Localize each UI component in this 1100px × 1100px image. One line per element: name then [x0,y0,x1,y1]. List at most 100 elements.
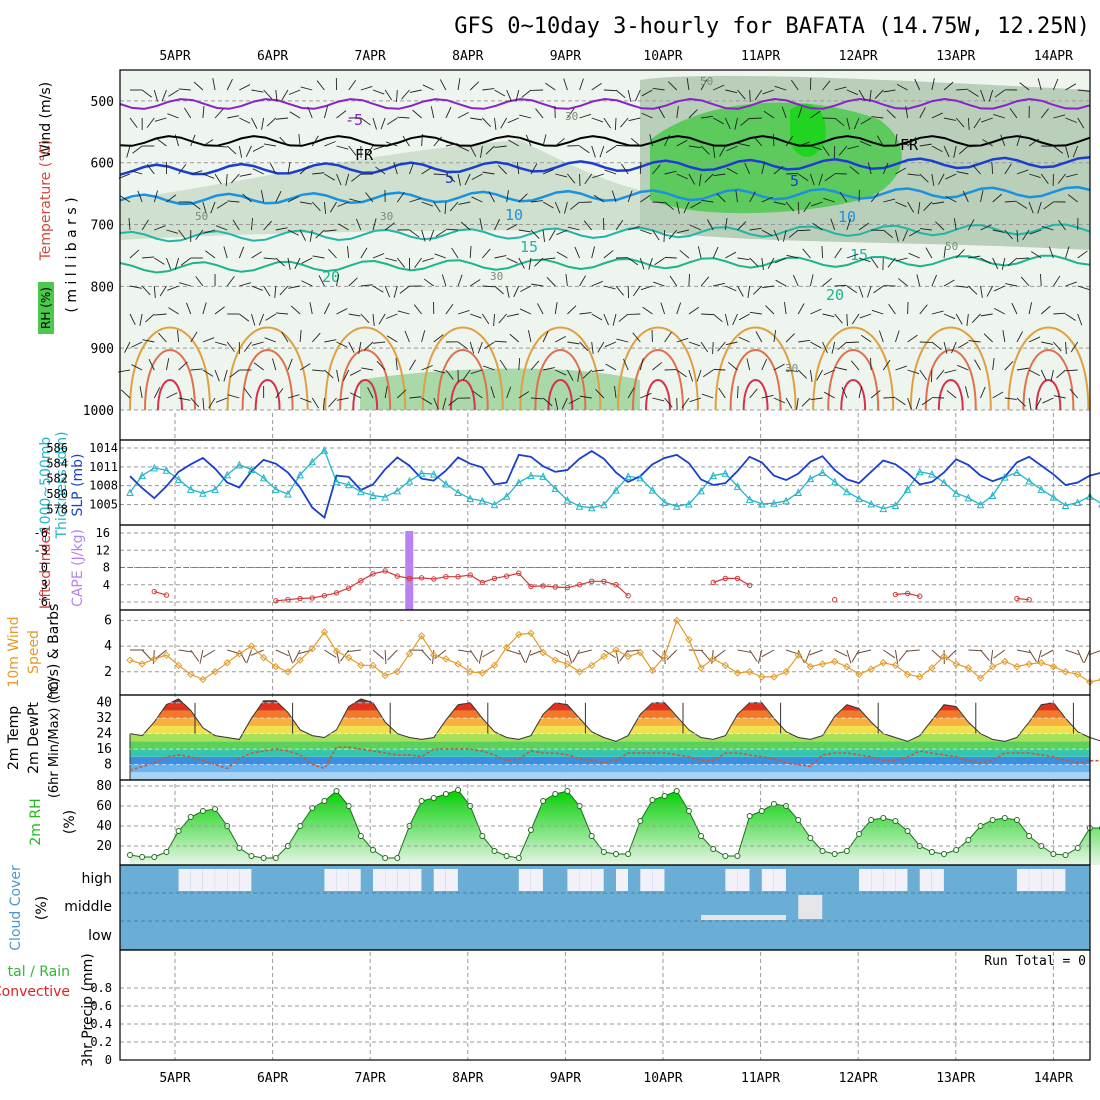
wind-barb [1053,341,1062,352]
wind10-barb [737,649,752,653]
rh-point [1026,833,1033,839]
wind-barb [615,219,624,231]
warm-contour-inner [352,379,379,411]
wind-barb [195,276,204,287]
thickness-point [1073,498,1082,506]
rh-point [819,848,826,854]
wind-barb [834,284,847,287]
wind-barb [640,392,652,399]
rh-contour-label: 50 [195,210,208,223]
wind-barb [658,107,665,119]
wind10-barb [1083,649,1091,664]
wind10-barb [905,649,920,652]
wind-barb [735,190,738,203]
wind-barb [245,145,252,157]
wind-barb [834,313,843,324]
wind-barb [372,117,377,130]
wind-barb [909,229,920,237]
thickness-point [745,495,754,503]
thickness-point [199,489,207,497]
wind-barb [509,333,520,343]
rh-point [515,855,522,861]
wind-barb [761,394,774,399]
thickness-point [357,487,365,496]
date-label-bottom: 6APR [257,1071,288,1086]
wind-barb [790,79,799,91]
wind-barb [724,218,728,231]
thickness-point [879,504,888,513]
thickness-tick-label: 578 [46,502,68,516]
wind-barb [614,386,617,399]
wind-barb [967,117,970,131]
wind-barb [193,81,204,91]
wind-barb [737,142,750,147]
wind-barb [349,392,362,399]
wind-barb [654,257,665,266]
wind-barb [574,246,580,259]
wind-barb [870,357,872,371]
wind-barb [902,229,909,242]
wind-barb [168,89,179,97]
wind-barb [229,369,240,378]
wind-barb [311,397,319,409]
cloud-high-gap [239,869,252,891]
wind-barb [962,190,969,203]
wind-barb [914,78,921,91]
rh-point [199,808,206,814]
wind-barb [858,285,864,298]
wind-barb [1028,201,1034,214]
wind-barb [167,113,179,119]
thickness-point [587,503,596,512]
thickness-point [527,471,535,480]
date-label-top: 6APR [257,49,288,64]
cloud-base [120,865,1090,950]
wind-barb [774,257,787,264]
wind-barb [384,285,391,298]
wind-barb [802,248,811,259]
wind-barb [821,245,823,259]
wind-barb [754,89,763,101]
wind-barb [762,89,775,95]
wind-barb [702,369,714,378]
date-label-top: 8APR [452,49,483,64]
wind-barb [554,397,559,410]
cloud-high-gap [761,869,774,891]
wind-barb [433,334,444,343]
cloud-high-gap [591,869,604,891]
wind-barb [409,359,417,371]
wind-barb [782,229,787,242]
wind-barb [931,112,943,119]
wind-barb [605,145,617,154]
wind10-barb [518,649,526,663]
wind-barb [749,89,751,103]
thickness-point [417,469,426,477]
wind-barb [943,81,954,91]
wind-barb [773,363,785,371]
wind-barb [1069,388,1079,399]
wind-barb [421,133,423,147]
wind-barb [603,313,609,326]
wind-barb [129,313,136,325]
wind-barb [582,369,593,379]
wind-barb [275,227,288,231]
wind-barb [704,173,714,183]
wind-barb [823,197,835,203]
wind-barb [226,79,233,91]
wind-barb [1065,341,1067,355]
thickness-point [502,492,511,500]
wind-barb [518,391,530,399]
wind-barb [955,249,965,259]
wind10-barb [287,649,293,664]
wind-barb [421,201,434,207]
cloud-high-gap [202,869,215,891]
wind-barb [683,201,690,214]
wind-barb [153,89,159,102]
wind-barb [669,275,678,287]
rh-point [248,853,255,859]
wind-barb [1000,134,1006,147]
wind-barb [809,274,814,287]
wind-barb [783,302,787,315]
wind-barb [457,274,463,287]
wind-barb [992,257,999,270]
wind-barb [907,173,920,176]
